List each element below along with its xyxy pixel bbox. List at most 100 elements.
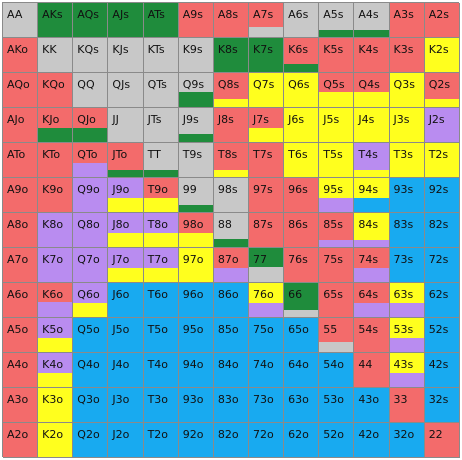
hand-cell-K5o[interactable]: K5o xyxy=(38,318,74,353)
hand-cell-AA[interactable]: AA xyxy=(3,3,39,38)
hand-cell-98o[interactable]: 98o xyxy=(178,213,214,248)
hand-cell-Q4s[interactable]: Q4s xyxy=(354,73,390,108)
hand-cell-K9o[interactable]: K9o xyxy=(38,178,74,213)
hand-cell-K2o[interactable]: K2o xyxy=(38,423,74,458)
hand-cell-K4o[interactable]: K4o xyxy=(38,353,74,388)
hand-cell-J3s[interactable]: J3s xyxy=(389,108,425,143)
hand-cell-55[interactable]: 55 xyxy=(319,318,355,353)
hand-cell-A3s[interactable]: A3s xyxy=(389,3,425,38)
hand-cell-94o[interactable]: 94o xyxy=(178,353,214,388)
hand-cell-32o[interactable]: 32o xyxy=(389,423,425,458)
hand-cell-87o[interactable]: 87o xyxy=(213,248,249,283)
hand-cell-ATs[interactable]: ATs xyxy=(143,3,179,38)
hand-cell-86o[interactable]: 86o xyxy=(213,283,249,318)
hand-cell-93s[interactable]: 93s xyxy=(389,178,425,213)
hand-cell-J2s[interactable]: J2s xyxy=(424,108,460,143)
hand-cell-T9o[interactable]: T9o xyxy=(143,178,179,213)
hand-cell-AKs[interactable]: AKs xyxy=(38,3,74,38)
hand-cell-84s[interactable]: 84s xyxy=(354,213,390,248)
hand-cell-Q8s[interactable]: Q8s xyxy=(213,73,249,108)
hand-cell-JJ[interactable]: JJ xyxy=(108,108,144,143)
hand-cell-42s[interactable]: 42s xyxy=(424,353,460,388)
hand-cell-22[interactable]: 22 xyxy=(424,423,460,458)
hand-cell-KTs[interactable]: KTs xyxy=(143,38,179,73)
hand-cell-82o[interactable]: 82o xyxy=(213,423,249,458)
hand-cell-83s[interactable]: 83s xyxy=(389,213,425,248)
hand-cell-53s[interactable]: 53s xyxy=(389,318,425,353)
hand-cell-J7o[interactable]: J7o xyxy=(108,248,144,283)
hand-cell-43s[interactable]: 43s xyxy=(389,353,425,388)
hand-cell-97o[interactable]: 97o xyxy=(178,248,214,283)
hand-cell-A4s[interactable]: A4s xyxy=(354,3,390,38)
hand-cell-T3o[interactable]: T3o xyxy=(143,388,179,423)
hand-cell-85s[interactable]: 85s xyxy=(319,213,355,248)
hand-cell-83o[interactable]: 83o xyxy=(213,388,249,423)
hand-cell-42o[interactable]: 42o xyxy=(354,423,390,458)
hand-cell-65o[interactable]: 65o xyxy=(284,318,320,353)
hand-cell-QQ[interactable]: QQ xyxy=(73,73,109,108)
hand-cell-K6o[interactable]: K6o xyxy=(38,283,74,318)
hand-cell-T6o[interactable]: T6o xyxy=(143,283,179,318)
hand-cell-J7s[interactable]: J7s xyxy=(248,108,285,143)
hand-cell-Q7s[interactable]: Q7s xyxy=(248,73,285,108)
hand-cell-T5o[interactable]: T5o xyxy=(143,318,179,353)
hand-cell-73s[interactable]: 73s xyxy=(389,248,425,283)
hand-cell-K7o[interactable]: K7o xyxy=(38,248,74,283)
hand-cell-T7s[interactable]: T7s xyxy=(248,143,285,178)
hand-cell-KQo[interactable]: KQo xyxy=(38,73,74,108)
hand-cell-54s[interactable]: 54s xyxy=(354,318,390,353)
hand-cell-Q5s[interactable]: Q5s xyxy=(319,73,355,108)
hand-cell-T3s[interactable]: T3s xyxy=(389,143,425,178)
hand-cell-A9o[interactable]: A9o xyxy=(3,178,39,213)
hand-cell-J5o[interactable]: J5o xyxy=(108,318,144,353)
hand-cell-Q3o[interactable]: Q3o xyxy=(73,388,109,423)
hand-cell-66[interactable]: 66 xyxy=(284,283,320,318)
hand-cell-74s[interactable]: 74s xyxy=(354,248,390,283)
hand-cell-K6s[interactable]: K6s xyxy=(284,38,320,73)
hand-cell-T6s[interactable]: T6s xyxy=(284,143,320,178)
hand-cell-JTs[interactable]: JTs xyxy=(143,108,179,143)
hand-cell-K5s[interactable]: K5s xyxy=(319,38,355,73)
hand-cell-AJo[interactable]: AJo xyxy=(3,108,39,143)
hand-cell-J4o[interactable]: J4o xyxy=(108,353,144,388)
hand-cell-QTs[interactable]: QTs xyxy=(143,73,179,108)
hand-cell-92o[interactable]: 92o xyxy=(178,423,214,458)
hand-cell-AJs[interactable]: AJs xyxy=(108,3,144,38)
hand-cell-72o[interactable]: 72o xyxy=(248,423,285,458)
hand-cell-87s[interactable]: 87s xyxy=(248,213,285,248)
hand-cell-QJs[interactable]: QJs xyxy=(108,73,144,108)
hand-cell-J3o[interactable]: J3o xyxy=(108,388,144,423)
hand-cell-85o[interactable]: 85o xyxy=(213,318,249,353)
hand-cell-A5o[interactable]: A5o xyxy=(3,318,39,353)
hand-cell-Q9o[interactable]: Q9o xyxy=(73,178,109,213)
hand-cell-A6o[interactable]: A6o xyxy=(3,283,39,318)
hand-cell-Q8o[interactable]: Q8o xyxy=(73,213,109,248)
hand-cell-A5s[interactable]: A5s xyxy=(319,3,355,38)
hand-cell-J6s[interactable]: J6s xyxy=(284,108,320,143)
hand-cell-AQs[interactable]: AQs xyxy=(73,3,109,38)
hand-cell-A6s[interactable]: A6s xyxy=(284,3,320,38)
hand-cell-A3o[interactable]: A3o xyxy=(3,388,39,423)
hand-cell-A4o[interactable]: A4o xyxy=(3,353,39,388)
hand-cell-T8o[interactable]: T8o xyxy=(143,213,179,248)
hand-cell-K8o[interactable]: K8o xyxy=(38,213,74,248)
hand-cell-95o[interactable]: 95o xyxy=(178,318,214,353)
hand-cell-A2s[interactable]: A2s xyxy=(424,3,460,38)
hand-cell-82s[interactable]: 82s xyxy=(424,213,460,248)
hand-cell-62s[interactable]: 62s xyxy=(424,283,460,318)
hand-cell-52s[interactable]: 52s xyxy=(424,318,460,353)
hand-cell-K3s[interactable]: K3s xyxy=(389,38,425,73)
hand-cell-76s[interactable]: 76s xyxy=(284,248,320,283)
hand-cell-Q5o[interactable]: Q5o xyxy=(73,318,109,353)
hand-cell-K8s[interactable]: K8s xyxy=(213,38,249,73)
hand-cell-96o[interactable]: 96o xyxy=(178,283,214,318)
hand-cell-Q2o[interactable]: Q2o xyxy=(73,423,109,458)
hand-cell-95s[interactable]: 95s xyxy=(319,178,355,213)
hand-cell-KJs[interactable]: KJs xyxy=(108,38,144,73)
hand-cell-Q6s[interactable]: Q6s xyxy=(284,73,320,108)
hand-cell-K7s[interactable]: K7s xyxy=(248,38,285,73)
hand-cell-74o[interactable]: 74o xyxy=(248,353,285,388)
hand-cell-93o[interactable]: 93o xyxy=(178,388,214,423)
hand-cell-T7o[interactable]: T7o xyxy=(143,248,179,283)
hand-cell-84o[interactable]: 84o xyxy=(213,353,249,388)
